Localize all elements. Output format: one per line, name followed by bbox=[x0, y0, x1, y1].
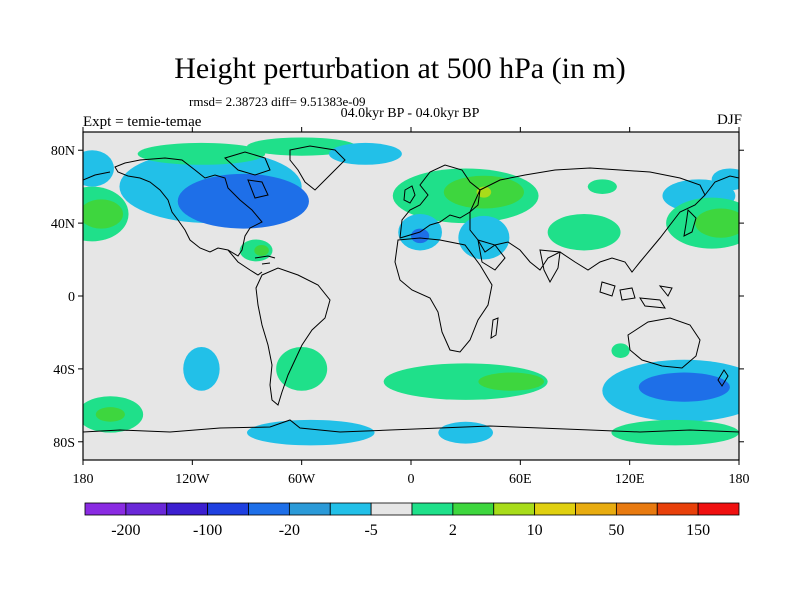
anomaly-region-34 bbox=[611, 343, 630, 358]
stats-line: rmsd= 2.38723 diff= 9.51383e-09 bbox=[189, 94, 366, 109]
lat-tick-label: 40N bbox=[51, 217, 75, 232]
colorbar-box-8 bbox=[370, 502, 413, 516]
coastline-alaska-east-siberia bbox=[83, 171, 739, 196]
coastline-antarctica bbox=[83, 419, 739, 433]
colorbar-label: -200 bbox=[111, 522, 140, 539]
colorbar-label: 2 bbox=[449, 522, 457, 539]
coastline-new-zealand bbox=[717, 369, 729, 387]
colorbar-box-15 bbox=[656, 502, 699, 516]
lon-tick-label: 120W bbox=[175, 472, 210, 487]
lon-tick-label: 120E bbox=[615, 472, 645, 487]
colorbar-label: -5 bbox=[364, 522, 377, 539]
anomaly-region-2 bbox=[83, 199, 124, 229]
lat-tick-label: 40S bbox=[53, 363, 75, 378]
anomaly-region-32 bbox=[638, 372, 730, 402]
anomaly-region-27 bbox=[95, 407, 125, 422]
colorbar-box-10 bbox=[452, 502, 495, 516]
anomaly-region-14 bbox=[587, 179, 617, 194]
colorbar: -200 -100 -20 -5 2 10 50 150 bbox=[84, 502, 740, 539]
coastline-north-america bbox=[114, 157, 263, 257]
colorbar-box-9 bbox=[411, 502, 454, 516]
lat-tick-label: 0 bbox=[68, 290, 75, 305]
coastline-south-america bbox=[255, 267, 331, 406]
coastline-europe bbox=[399, 164, 481, 239]
anomaly-region-3 bbox=[83, 150, 114, 187]
anomaly-region-25 bbox=[247, 419, 375, 446]
period-line: 04.0kyr BP - 04.0kyr BP bbox=[340, 106, 480, 121]
experiment-label: Expt = temie-temae bbox=[83, 114, 202, 130]
anomaly-region-18 bbox=[547, 214, 621, 251]
colorbar-label: 50 bbox=[608, 522, 624, 539]
colorbar-box-4 bbox=[207, 502, 249, 516]
lon-tick-label: 60W bbox=[288, 472, 316, 487]
colorbar-label: 10 bbox=[527, 522, 543, 539]
season-label: DJF bbox=[716, 112, 742, 128]
colorbar-box-6 bbox=[288, 502, 331, 516]
anomaly-region-17 bbox=[458, 215, 510, 260]
coastline-arctic-islands bbox=[224, 151, 271, 199]
axis-ticks: 80N 40N 0 40S 80S 180 120W 60W 0 60E 120E 180 bbox=[51, 127, 750, 487]
anomaly-region-33 bbox=[611, 419, 739, 446]
anomaly-region-23 bbox=[183, 347, 220, 391]
coastline-british-isles bbox=[403, 185, 416, 204]
colorbar-box-13 bbox=[575, 502, 617, 516]
coastline-india bbox=[539, 249, 561, 284]
anomaly-region-10 bbox=[254, 244, 269, 256]
colorbar-box-16 bbox=[697, 502, 740, 516]
anomaly-region-16 bbox=[411, 228, 430, 244]
lon-tick-label: 60E bbox=[509, 472, 532, 487]
anomaly-region-5 bbox=[177, 173, 309, 229]
anomaly-region-7 bbox=[246, 137, 357, 156]
colorbar-box-3 bbox=[166, 502, 209, 516]
colorbar-box-7 bbox=[329, 502, 372, 516]
anomaly-region-22 bbox=[711, 168, 739, 191]
lon-tick-label: 0 bbox=[408, 472, 415, 487]
coastline-japan bbox=[683, 208, 697, 237]
coastline-indonesia bbox=[599, 281, 673, 309]
coastline-greenland bbox=[289, 145, 346, 191]
map-panel: 80N 40N 0 40S 80S 180 120W 60W 0 60E 120E 180 bbox=[51, 127, 750, 487]
anomaly-region-29 bbox=[478, 372, 545, 391]
anomaly-region-24 bbox=[276, 347, 328, 391]
colorbar-box-14 bbox=[615, 502, 658, 516]
coastline-madagascar bbox=[490, 317, 499, 339]
plot-title: Height perturbation at 500 hPa (in m) bbox=[174, 52, 626, 85]
coastline-africa bbox=[394, 237, 493, 353]
anomaly-region-28 bbox=[383, 363, 548, 400]
colorbar-box-11 bbox=[493, 502, 536, 516]
coastline-australia bbox=[627, 317, 701, 369]
colorbar-box-2 bbox=[125, 502, 168, 516]
coastline-arabia bbox=[477, 239, 506, 271]
colorbar-box-12 bbox=[534, 502, 576, 516]
anomaly-region-6 bbox=[137, 142, 266, 165]
anomaly-region-30 bbox=[438, 421, 493, 444]
coastlines bbox=[83, 145, 739, 433]
colorbar-label: -100 bbox=[193, 522, 222, 539]
colorbar-box-5 bbox=[248, 502, 290, 516]
coastline-asia bbox=[469, 167, 706, 273]
colorbar-label: -20 bbox=[279, 522, 300, 539]
coastline-central-america bbox=[227, 249, 276, 276]
lon-tick-label: 180 bbox=[729, 472, 750, 487]
anomaly-region-8 bbox=[329, 142, 402, 165]
colorbar-box-1 bbox=[84, 502, 127, 516]
lat-tick-label: 80N bbox=[51, 144, 75, 159]
lat-tick-label: 80S bbox=[53, 436, 75, 451]
lon-tick-label: 180 bbox=[73, 472, 94, 487]
colorbar-label: 150 bbox=[686, 522, 710, 539]
anomaly-region-21 bbox=[695, 208, 739, 238]
